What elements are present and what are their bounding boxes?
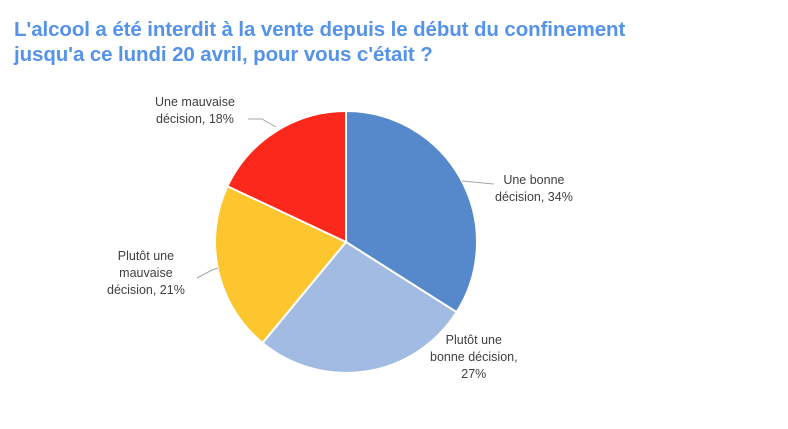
slice-une-mauvaise-decision — [226, 110, 347, 243]
label-text: 27% — [461, 367, 487, 381]
label-text: Une bonne — [503, 173, 565, 187]
label-text: décision, 34% — [495, 190, 573, 204]
leader-line-mauvaise — [248, 118, 277, 128]
leader-line-plutot-mauvaise — [196, 267, 219, 279]
label-text: décision, 18% — [156, 112, 234, 126]
label-plutot-une-mauvaise-decision: Plutôt une mauvaise décision, 21% — [107, 248, 185, 299]
label-text: Une mauvaise — [155, 95, 235, 109]
label-une-bonne-decision: Une bonne décision, 34% — [495, 172, 573, 206]
chart-title-line-2: jusqu'a ce lundi 20 avril, pour vous c'é… — [14, 43, 433, 66]
label-text: décision, 21% — [107, 283, 185, 297]
leader-line-bonne — [461, 180, 495, 185]
slice-plutot-une-mauvaise-decision — [214, 185, 347, 344]
label-text: bonne décision, — [430, 350, 518, 364]
label-text: Plutôt une — [117, 249, 175, 263]
pie-slices — [214, 110, 478, 374]
leader-lines — [196, 118, 495, 279]
label-text: mauvaise — [119, 266, 173, 280]
label-plutot-une-bonne-decision: Plutôt une bonne décision, 27% — [430, 332, 518, 383]
slice-plutot-une-bonne-decision — [261, 241, 458, 374]
label-text: Plutôt une — [445, 333, 502, 347]
chart-title: L'alcool a été interdit à la vente depui… — [14, 17, 784, 67]
chart-title-line-1: L'alcool a été interdit à la vente depui… — [14, 18, 626, 41]
label-une-mauvaise-decision: Une mauvaise décision, 18% — [155, 94, 235, 128]
